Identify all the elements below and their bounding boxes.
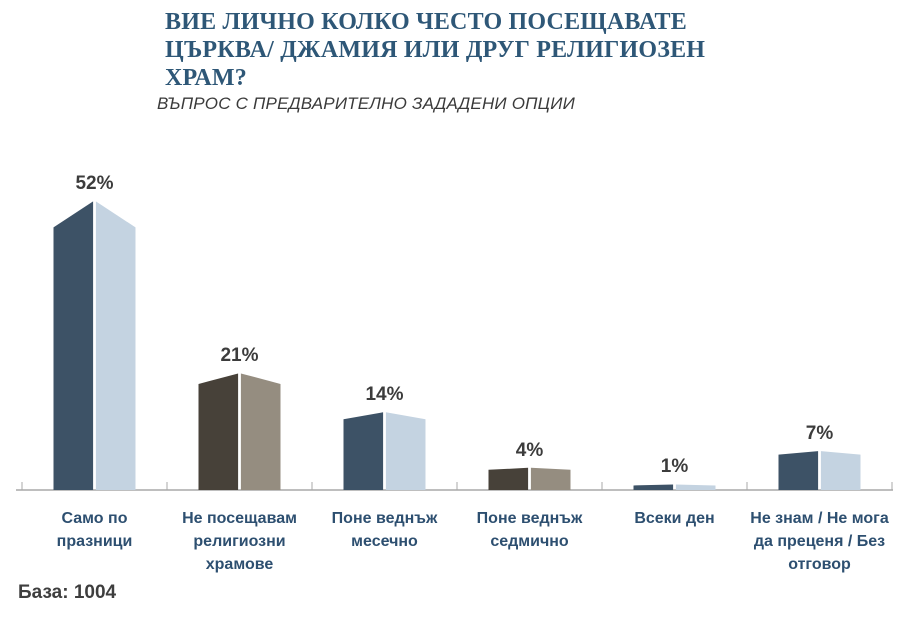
bar-segment-dark <box>778 451 819 490</box>
bar-segment-dark <box>633 484 674 490</box>
bar-value-label: 4% <box>515 439 544 461</box>
bar-value-label: 1% <box>660 456 689 478</box>
category-label: Поне веднъж седмично <box>476 510 583 550</box>
bar-segment-dark <box>488 467 529 490</box>
bar-chart-canvas <box>16 201 893 491</box>
base-note: База: 1004 <box>18 582 117 603</box>
chart-title-line-2: ЦЪРКВА/ ДЖАМИЯ ИЛИ ДРУГ РЕЛИГИОЗЕН <box>165 37 706 63</box>
chart-subtitle: ВЪПРОС С ПРЕДВАРИТЕЛНО ЗАДАДЕНИ ОПЦИИ <box>157 94 575 113</box>
bar-value-label: 14% <box>365 384 404 406</box>
bar-value-label: 7% <box>805 423 834 445</box>
bar-segment-light <box>95 201 136 490</box>
bar-segment-light <box>675 484 716 490</box>
category-label: Поне веднъж месечно <box>331 510 438 550</box>
bar-segment-light <box>385 412 426 490</box>
bar-segment-light <box>820 451 861 490</box>
bar-segment-dark <box>53 201 94 490</box>
category-label: Само по празници <box>56 510 133 550</box>
bar-segment-light <box>240 373 281 490</box>
bar-segment-light <box>530 467 571 490</box>
bar-value-label: 21% <box>220 345 259 367</box>
category-label: Не знам / Не мога да преценя / Без отгов… <box>750 510 889 573</box>
category-label: Всеки ден <box>634 510 715 527</box>
bar-segment-dark <box>343 412 384 490</box>
bar-segment-dark <box>198 373 239 490</box>
chart-title-line-1: ВИЕ ЛИЧНО КОЛКО ЧЕСТО ПОСЕЩАВАТЕ <box>165 9 687 35</box>
bar-value-label: 52% <box>75 173 114 195</box>
category-label: Не посещавам религиозни храмове <box>182 510 297 573</box>
chart-title-line-3: ХРАМ? <box>165 65 247 91</box>
chart-title: ВИЕ ЛИЧНО КОЛКО ЧЕСТО ПОСЕЩАВАТЕ ЦЪРКВА/… <box>165 8 705 92</box>
